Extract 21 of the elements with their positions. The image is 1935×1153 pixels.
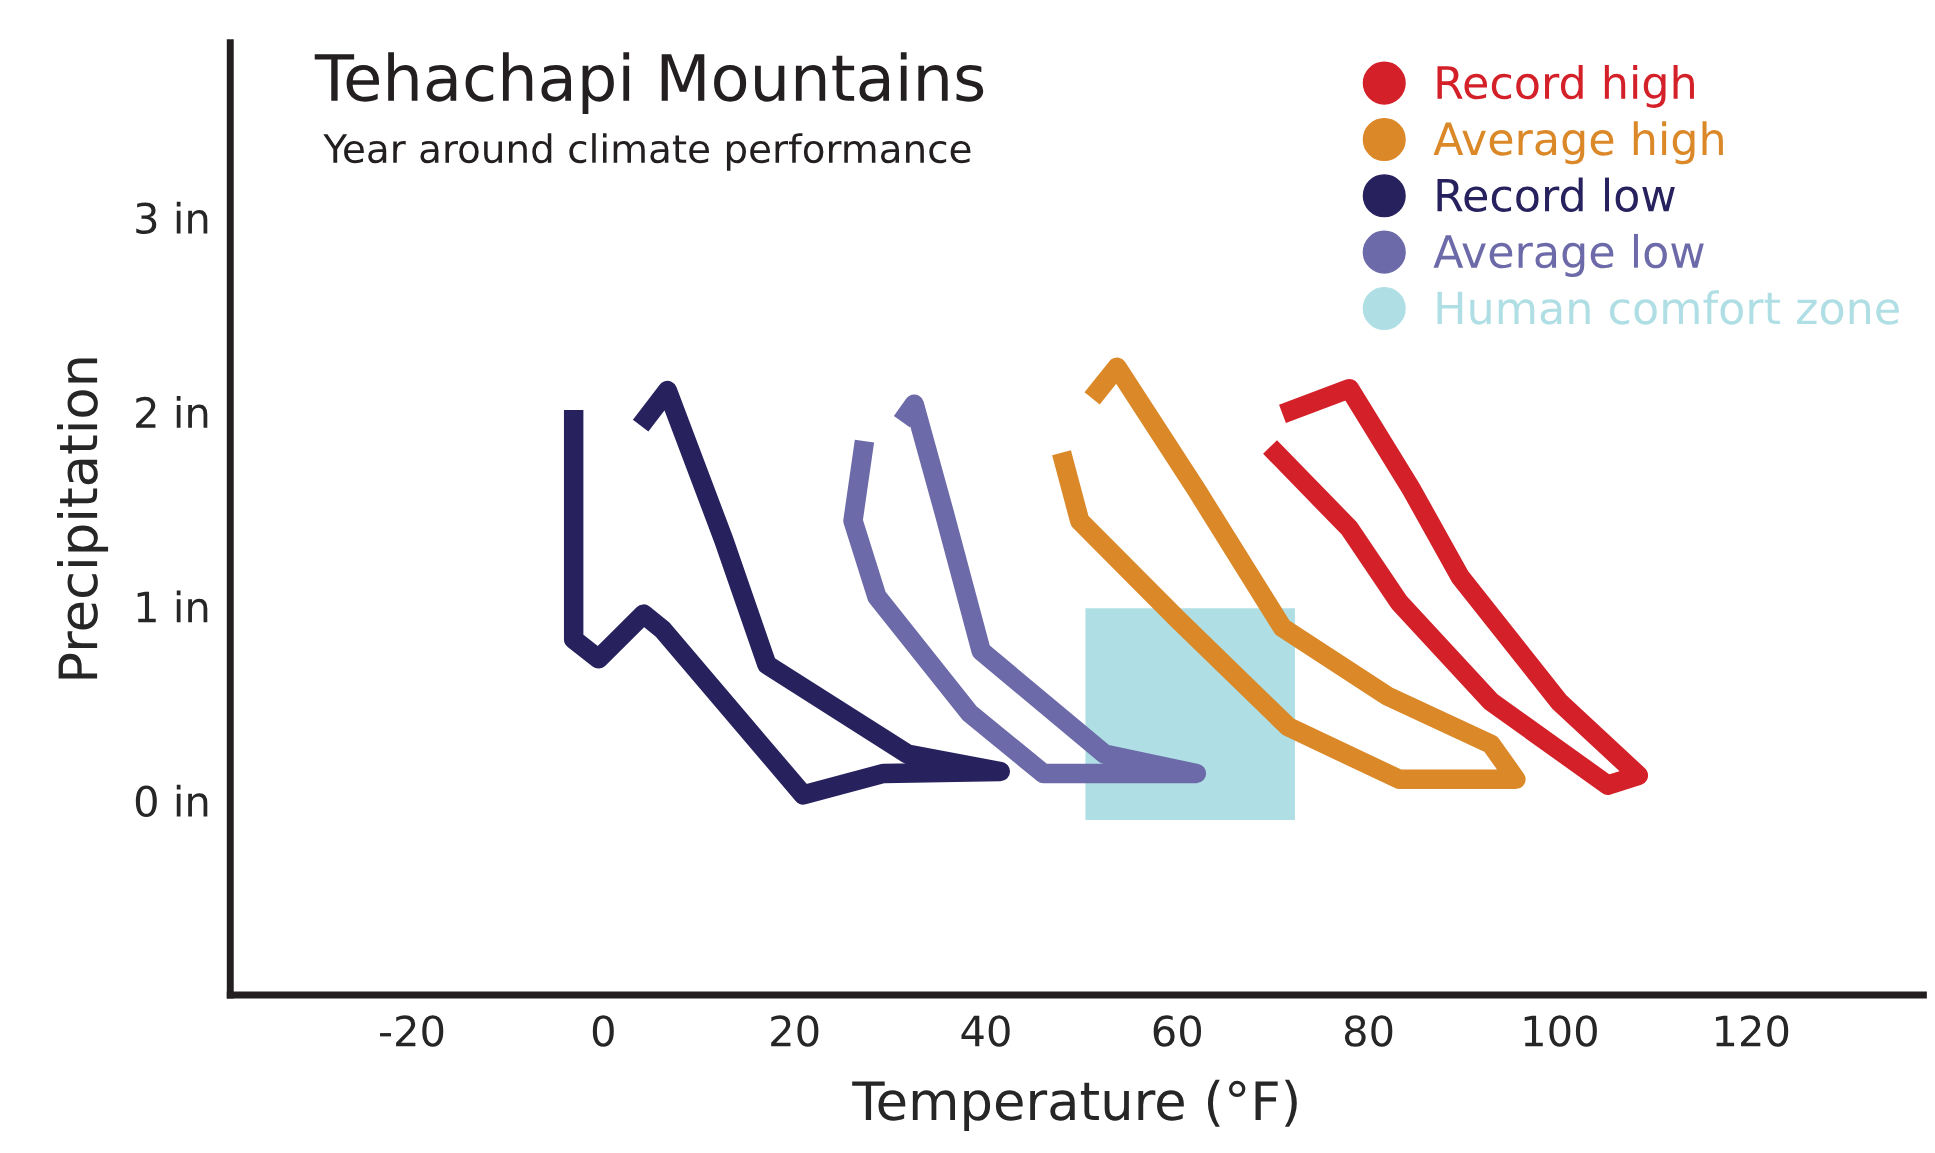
y-tick-label: 0 in — [135, 784, 208, 818]
y-axis-title: Precipitation — [57, 358, 109, 679]
x-tick-label: -20 — [380, 1015, 444, 1047]
x-tick-label: 60 — [1153, 1015, 1202, 1047]
x-tick-label: 40 — [961, 1015, 1010, 1047]
y-tick-label: 1 in — [137, 590, 208, 623]
x-tick-label: 120 — [1716, 1015, 1789, 1047]
y-tick-label: 3 in — [136, 201, 208, 235]
x-tick-label: 0 — [592, 1015, 614, 1047]
x-axis-title: Temperature (°F) — [852, 1079, 1297, 1131]
chart-title: Tehachapi Mountains — [314, 52, 984, 115]
legend-label: Average high — [1433, 121, 1723, 165]
legend-label: Record low — [1437, 177, 1675, 212]
text: Year around climate performance — [323, 133, 971, 171]
legend-label: Human comfort zone — [1437, 290, 1899, 325]
legend-label: Average low — [1433, 233, 1704, 277]
y-tick-label: 2 in — [136, 396, 208, 428]
x-tick-label: 100 — [1524, 1015, 1597, 1047]
x-tick-label: 80 — [1344, 1015, 1393, 1047]
x-tick-label: 20 — [771, 1015, 819, 1047]
legend-label: Record high — [1437, 64, 1694, 108]
